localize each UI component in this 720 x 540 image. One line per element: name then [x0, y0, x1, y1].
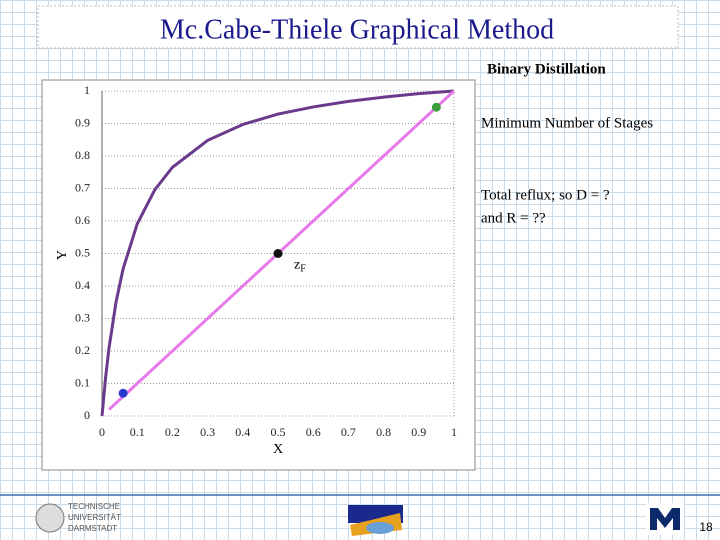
point-label: zF: [294, 258, 306, 275]
point-label-text: z: [294, 258, 300, 273]
data-point: [431, 102, 441, 112]
logo-text: DARMSTADT: [68, 524, 117, 533]
tu-logo-emblem: [35, 503, 65, 533]
y-tick-label: 0: [84, 408, 90, 422]
x-tick-label: 0.1: [130, 425, 145, 439]
y-tick-label: 0.5: [75, 245, 90, 259]
logo-text: UNIVERSITÄT: [68, 513, 121, 522]
y-tick-label: 0.2: [75, 343, 90, 357]
x-axis-label: X: [273, 442, 283, 457]
y-tick-label: 0.9: [75, 115, 90, 129]
data-point: [273, 249, 283, 258]
x-tick-label: 0.8: [376, 425, 391, 439]
annotation: Total reflux; so D = ?: [481, 187, 610, 203]
x-tick-label: 0.9: [411, 425, 426, 439]
title-box: [37, 5, 679, 49]
y-tick-label: 0.4: [75, 278, 90, 292]
michigan-logo: [646, 503, 684, 535]
x-tick-label: 0.6: [306, 425, 321, 439]
plot-box: [41, 79, 476, 471]
x-tick-label: 0.3: [200, 425, 215, 439]
annotation: Minimum Number of Stages: [481, 115, 653, 131]
chart-title: Mc.Cabe-Thiele Graphical Method: [160, 14, 554, 45]
page-number: 18: [699, 520, 713, 534]
x-tick-label: 0.7: [341, 425, 356, 439]
y-tick-label: 0.3: [75, 310, 90, 324]
subtitle: Binary Distillation: [487, 61, 606, 77]
x-tick-label: 0.4: [235, 425, 250, 439]
series-line: [108, 89, 456, 411]
logo-text: TECHNISCHE: [68, 502, 120, 511]
y-tick-label: 0.1: [75, 375, 90, 389]
point-label-sub: F: [300, 264, 306, 275]
series-line: [100, 89, 455, 417]
y-axis-label: Y: [55, 250, 70, 260]
annotation: and R = ??: [481, 210, 546, 226]
data-point: [118, 388, 128, 398]
x-tick-label: 0: [99, 425, 105, 439]
x-tick-label: 0.2: [165, 425, 180, 439]
x-tick-label: 1: [451, 425, 457, 439]
y-tick-label: 1: [84, 83, 90, 97]
center-logo: [348, 505, 403, 536]
x-tick-label: 0.5: [271, 425, 286, 439]
y-tick-label: 0.8: [75, 148, 90, 162]
y-tick-label: 0.7: [75, 180, 90, 194]
y-tick-label: 0.6: [75, 213, 90, 227]
